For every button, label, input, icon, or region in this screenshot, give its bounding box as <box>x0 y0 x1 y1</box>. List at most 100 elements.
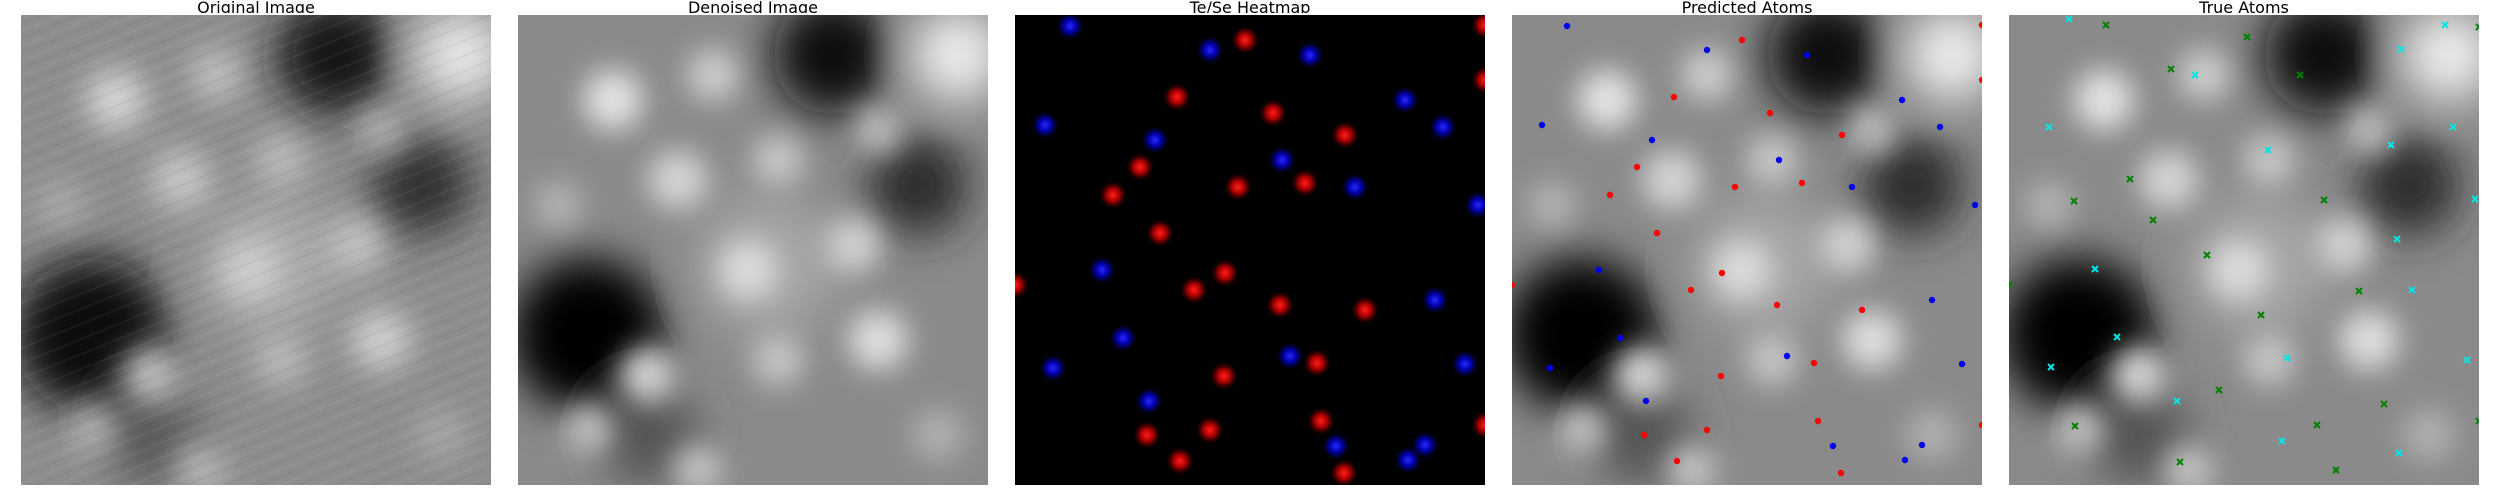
x-marker-stroke <box>2475 417 2479 423</box>
te-heat-blob <box>1166 447 1194 475</box>
true-atom-cyan <box>2387 141 2395 149</box>
predicted-se-atom <box>1848 183 1856 191</box>
predicted-te-atom <box>1978 21 1982 29</box>
te-heat-blob <box>1471 15 1485 39</box>
true-atom-green <box>2176 458 2184 466</box>
se-heat-blob <box>1039 354 1067 382</box>
predicted-te-atom <box>1978 76 1982 84</box>
predicted-se-atom <box>1775 156 1783 164</box>
predicted-se-atom <box>1928 296 1936 304</box>
true-atom-green <box>2070 197 2078 205</box>
original-image-panel <box>21 15 491 485</box>
true-atom-green <box>2257 311 2265 319</box>
predicted-se-atom <box>1563 22 1571 30</box>
predicted-atoms-title: Predicted Atoms <box>1681 0 1813 13</box>
predicted-se-atom <box>1546 364 1554 372</box>
predicted-te-atom <box>1633 163 1641 171</box>
x-marker-stroke <box>2397 45 2405 53</box>
x-marker-stroke <box>2475 23 2479 29</box>
x-marker-stroke <box>2047 363 2055 371</box>
se-heat-blob <box>1341 173 1369 201</box>
predicted-te-atom <box>1653 229 1661 237</box>
true-atom-green <box>2320 196 2328 204</box>
x-marker-stroke <box>2257 311 2265 319</box>
predicted-te-atom <box>1798 179 1806 187</box>
predicted-se-atom <box>1783 352 1791 360</box>
predicted-se-atom <box>1958 360 1966 368</box>
x-marker-stroke <box>2313 421 2321 429</box>
x-marker-stroke <box>2215 386 2223 394</box>
te-heat-blob <box>1126 153 1154 181</box>
x-marker-stroke <box>2126 175 2134 183</box>
true-atom-green <box>2380 400 2388 408</box>
x-marker-stroke <box>2191 71 2199 79</box>
x-marker-stroke <box>2278 437 2286 445</box>
true-atom-cyan <box>2471 195 2479 203</box>
x-marker-stroke <box>2167 65 2175 73</box>
x-marker-stroke <box>2355 287 2363 295</box>
true-atom-cyan <box>2264 146 2272 154</box>
te-heat-blob <box>1224 173 1252 201</box>
se-heat-blob <box>1391 86 1419 114</box>
x-marker-stroke <box>2071 422 2079 430</box>
te-heat-blob <box>1303 349 1331 377</box>
se-heat-blob <box>1141 126 1169 154</box>
true-atom-green <box>2332 466 2340 474</box>
true-atom-cyan <box>2091 265 2099 273</box>
predicted-se-atom <box>1803 51 1811 59</box>
x-marker-stroke <box>2387 141 2395 149</box>
te-heat-blob <box>1210 362 1238 390</box>
te-heat-blob <box>1259 99 1287 127</box>
te-heat-blob <box>1163 83 1191 111</box>
true-atoms-panel <box>2009 15 2479 485</box>
x-marker-stroke <box>2475 419 2479 425</box>
true-atoms-title: True Atoms <box>2199 0 2289 13</box>
predicted-te-atom <box>1978 421 1982 429</box>
x-marker-stroke <box>2009 281 2013 287</box>
predicted-te-atom <box>1858 306 1866 314</box>
x-marker-stroke <box>2408 286 2416 294</box>
x-marker-stroke <box>2264 146 2272 154</box>
heatmap-panel <box>1015 15 1485 485</box>
se-heat-blob <box>1421 286 1449 314</box>
se-heat-blob <box>1429 113 1457 141</box>
se-heat-blob <box>1135 387 1163 415</box>
x-marker-stroke <box>2243 33 2251 41</box>
true-atom-cyan <box>2191 71 2199 79</box>
predicted-se-atom <box>1936 123 1944 131</box>
predicted-se-atom <box>1971 201 1979 209</box>
te-heat-blob <box>1099 181 1127 209</box>
predicted-se-atom <box>1703 46 1711 54</box>
x-marker-stroke <box>2449 123 2457 131</box>
se-heat-blob <box>1411 431 1439 459</box>
x-marker-stroke <box>2009 283 2013 289</box>
x-marker-stroke <box>2441 21 2449 29</box>
se-heat-blob <box>1268 146 1296 174</box>
se-heat-blob <box>1464 191 1485 219</box>
te-heat-blob <box>1307 407 1335 435</box>
predicted-se-atom <box>1538 121 1546 129</box>
te-heat-blob <box>1196 416 1224 444</box>
x-marker-stroke <box>2380 400 2388 408</box>
te-heat-blob <box>1231 26 1259 54</box>
te-heat-blob <box>1211 259 1239 287</box>
te-heat-blob <box>1351 296 1379 324</box>
true-atom-cyan <box>2278 437 2286 445</box>
true-atom-green <box>2215 386 2223 394</box>
predicted-se-atom <box>1898 96 1906 104</box>
predicted-se-atom <box>1616 334 1624 342</box>
true-atom-cyan <box>2449 123 2457 131</box>
true-atom-green <box>2243 33 2251 41</box>
true-atom-green <box>2167 65 2175 73</box>
true-atom-green <box>2102 21 2110 29</box>
predicted-se-atom <box>1901 456 1909 464</box>
te-heat-blob <box>1471 66 1485 94</box>
se-heat-blob <box>1276 342 1304 370</box>
te-heat-blob <box>1471 411 1485 439</box>
predicted-te-atom <box>1717 372 1725 380</box>
true-atom-cyan <box>2113 333 2121 341</box>
se-heat-blob <box>1196 36 1224 64</box>
true-atom-cyan <box>2047 363 2055 371</box>
true-atom-green <box>2071 422 2079 430</box>
